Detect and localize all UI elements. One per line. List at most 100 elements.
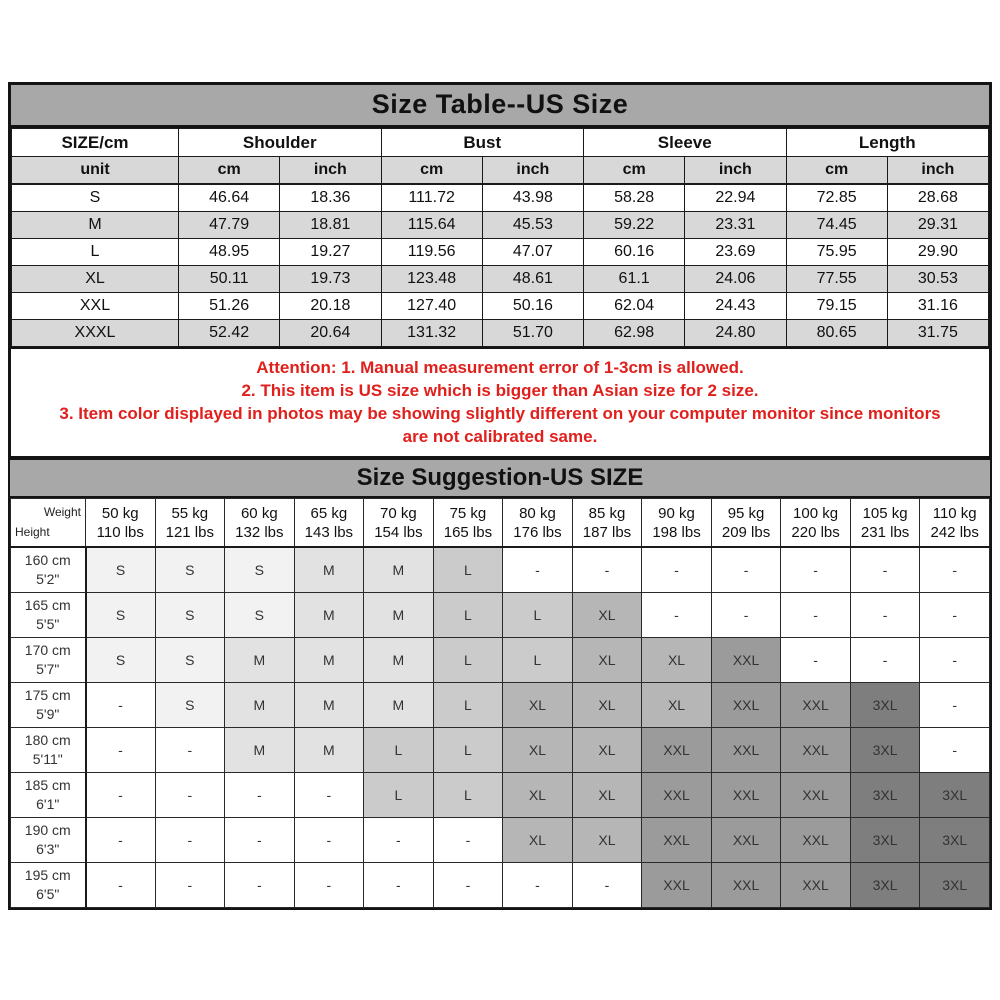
measurement-cell: 48.61	[481, 265, 585, 293]
size-table-title: Size Table--US Size	[11, 85, 989, 128]
column-header-shoulder: Shoulder	[178, 128, 382, 157]
weight-header-cell: 50 kg 110 lbs	[85, 498, 156, 548]
height-cm-label: 190 cm	[24, 822, 71, 838]
height-ft-label: 5'2"	[36, 571, 60, 587]
measurement-cell: 31.16	[886, 292, 990, 320]
suggestion-row: 185 cm 6'1" - - - - L L XL XL XXL XXL XXL 3XL 3XL	[10, 772, 990, 818]
corner-size-cm-label: SIZE/cm	[11, 128, 179, 157]
measurement-cell: 20.64	[279, 319, 382, 347]
recommended-size-cell: 3XL	[919, 772, 990, 818]
unit-label: unit	[11, 156, 179, 185]
height-cm-label: 175 cm	[24, 687, 71, 703]
weight-kg-label: 55 kg	[171, 504, 209, 522]
recommended-size-cell: XL	[641, 682, 712, 728]
weight-lbs-label: 231 lbs	[860, 523, 910, 541]
measurement-cell: 22.94	[684, 183, 787, 212]
recommended-size-cell: -	[710, 592, 782, 638]
height-cm-label: 180 cm	[24, 732, 71, 748]
weight-kg-label: 95 kg	[727, 504, 765, 522]
recommended-size-cell: -	[85, 682, 156, 728]
height-ft-label: 6'1"	[36, 796, 60, 812]
size-table-row: S 46.64 18.36 111.72 43.98 58.28 22.94 72.85 28.…	[11, 183, 990, 212]
measurement-cell: 79.15	[785, 292, 888, 320]
measurement-cell: 131.32	[380, 319, 483, 347]
attention-line: 3. Item color displayed in photos may be…	[59, 404, 941, 423]
weight-kg-label: 70 kg	[380, 504, 417, 522]
recommended-size-cell: -	[85, 817, 156, 863]
weight-header-cell: 65 kg 143 lbs	[293, 498, 365, 548]
measurement-cell: 23.31	[684, 211, 787, 239]
height-ft-label: 5'11"	[32, 751, 63, 767]
height-header-cell: 160 cm 5'2"	[10, 546, 87, 593]
recommended-size-cell: -	[919, 727, 990, 773]
recommended-size-cell: M	[363, 682, 434, 728]
size-suggestion-section: Size Suggestion-US SIZE Weight Height 50…	[8, 458, 992, 910]
column-header-bust: Bust	[380, 128, 584, 157]
recommended-size-cell: -	[154, 817, 226, 863]
recommended-size-cell: M	[293, 546, 365, 593]
recommended-size-cell: -	[849, 592, 921, 638]
height-cm-label: 170 cm	[24, 642, 71, 658]
size-table-row: L 48.95 19.27 119.56 47.07 60.16 23.69 75.95 29.…	[11, 238, 990, 266]
height-header-cell: 195 cm 6'5"	[10, 862, 87, 908]
measurement-cell: 60.16	[582, 238, 686, 266]
weight-kg-label: 75 kg	[449, 504, 487, 522]
height-cm-label: 185 cm	[24, 777, 71, 793]
measurement-cell: 18.36	[279, 183, 382, 212]
height-ft-label: 5'5"	[36, 616, 60, 632]
column-header-sleeve: Sleeve	[583, 128, 787, 157]
weight-header-cell: 60 kg 132 lbs	[224, 498, 295, 548]
recommended-size-cell: -	[919, 592, 990, 638]
recommended-size-cell: M	[224, 682, 295, 728]
recommended-size-cell: M	[293, 592, 365, 638]
recommended-size-cell: M	[363, 637, 434, 683]
recommended-size-cell: -	[432, 817, 504, 863]
measurement-cell: 111.72	[380, 183, 483, 212]
recommended-size-cell: XXL	[710, 772, 782, 818]
recommended-size-cell: -	[293, 772, 365, 818]
unit-cell: inch	[886, 156, 990, 185]
measurement-cell: 19.73	[279, 265, 382, 293]
recommended-size-cell: 3XL	[849, 862, 921, 908]
weight-lbs-label: 121 lbs	[165, 523, 214, 541]
recommended-size-cell: -	[502, 862, 573, 908]
size-table-row: XXL 51.26 20.18 127.40 50.16 62.04 24.43 79.15 3…	[11, 292, 990, 320]
height-header-cell: 190 cm 6'3"	[10, 817, 87, 863]
recommended-size-cell: XXL	[780, 682, 851, 728]
height-ft-label: 5'9"	[36, 706, 60, 722]
measurement-cell: 28.68	[886, 183, 990, 212]
recommended-size-cell: -	[780, 546, 851, 593]
measurement-cell: 61.1	[582, 265, 686, 293]
recommended-size-cell: 3XL	[849, 727, 921, 773]
recommended-size-cell: -	[224, 817, 295, 863]
measurement-cell: 80.65	[785, 319, 888, 347]
recommended-size-cell: -	[154, 772, 226, 818]
recommended-size-cell: 3XL	[919, 862, 990, 908]
suggestion-row: 170 cm 5'7" S S M M M L L XL XL XXL - - -	[10, 637, 990, 683]
measurement-cell: 18.81	[279, 211, 382, 239]
suggestion-row: 190 cm 6'3" - - - - - - XL XL XXL XXL XXL 3XL 3XL	[10, 817, 990, 863]
recommended-size-cell: L	[432, 546, 504, 593]
recommended-size-cell: XXL	[641, 727, 712, 773]
recommended-size-cell: L	[502, 592, 573, 638]
size-label-cell: XL	[11, 265, 179, 293]
attention-notes: Attention: 1. Manual measurement error o…	[11, 347, 989, 456]
weight-header-cell: 105 kg 231 lbs	[849, 498, 921, 548]
recommended-size-cell: -	[85, 727, 156, 773]
weight-header-cell: 75 kg 165 lbs	[432, 498, 504, 548]
size-table-body: S 46.64 18.36 111.72 43.98 58.28 22.94 72.85 28.…	[11, 183, 990, 347]
attention-line: are not calibrated same.	[402, 427, 598, 446]
weight-lbs-label: 165 lbs	[443, 523, 493, 541]
suggestion-row: 165 cm 5'5" S S S M M L L XL - - - - -	[10, 592, 990, 638]
recommended-size-cell: -	[641, 546, 712, 593]
recommended-size-cell: -	[224, 772, 295, 818]
recommended-size-cell: XL	[502, 727, 573, 773]
measurement-cell: 127.40	[380, 292, 483, 320]
recommended-size-cell: M	[293, 637, 365, 683]
measurement-cell: 30.53	[886, 265, 990, 293]
attention-line: Attention: 1. Manual measurement error o…	[256, 358, 744, 377]
recommended-size-cell: 3XL	[919, 817, 990, 863]
weight-header-cell: 110 kg 242 lbs	[919, 498, 990, 548]
measurement-cell: 52.42	[177, 319, 281, 347]
size-label-cell: M	[11, 211, 179, 239]
